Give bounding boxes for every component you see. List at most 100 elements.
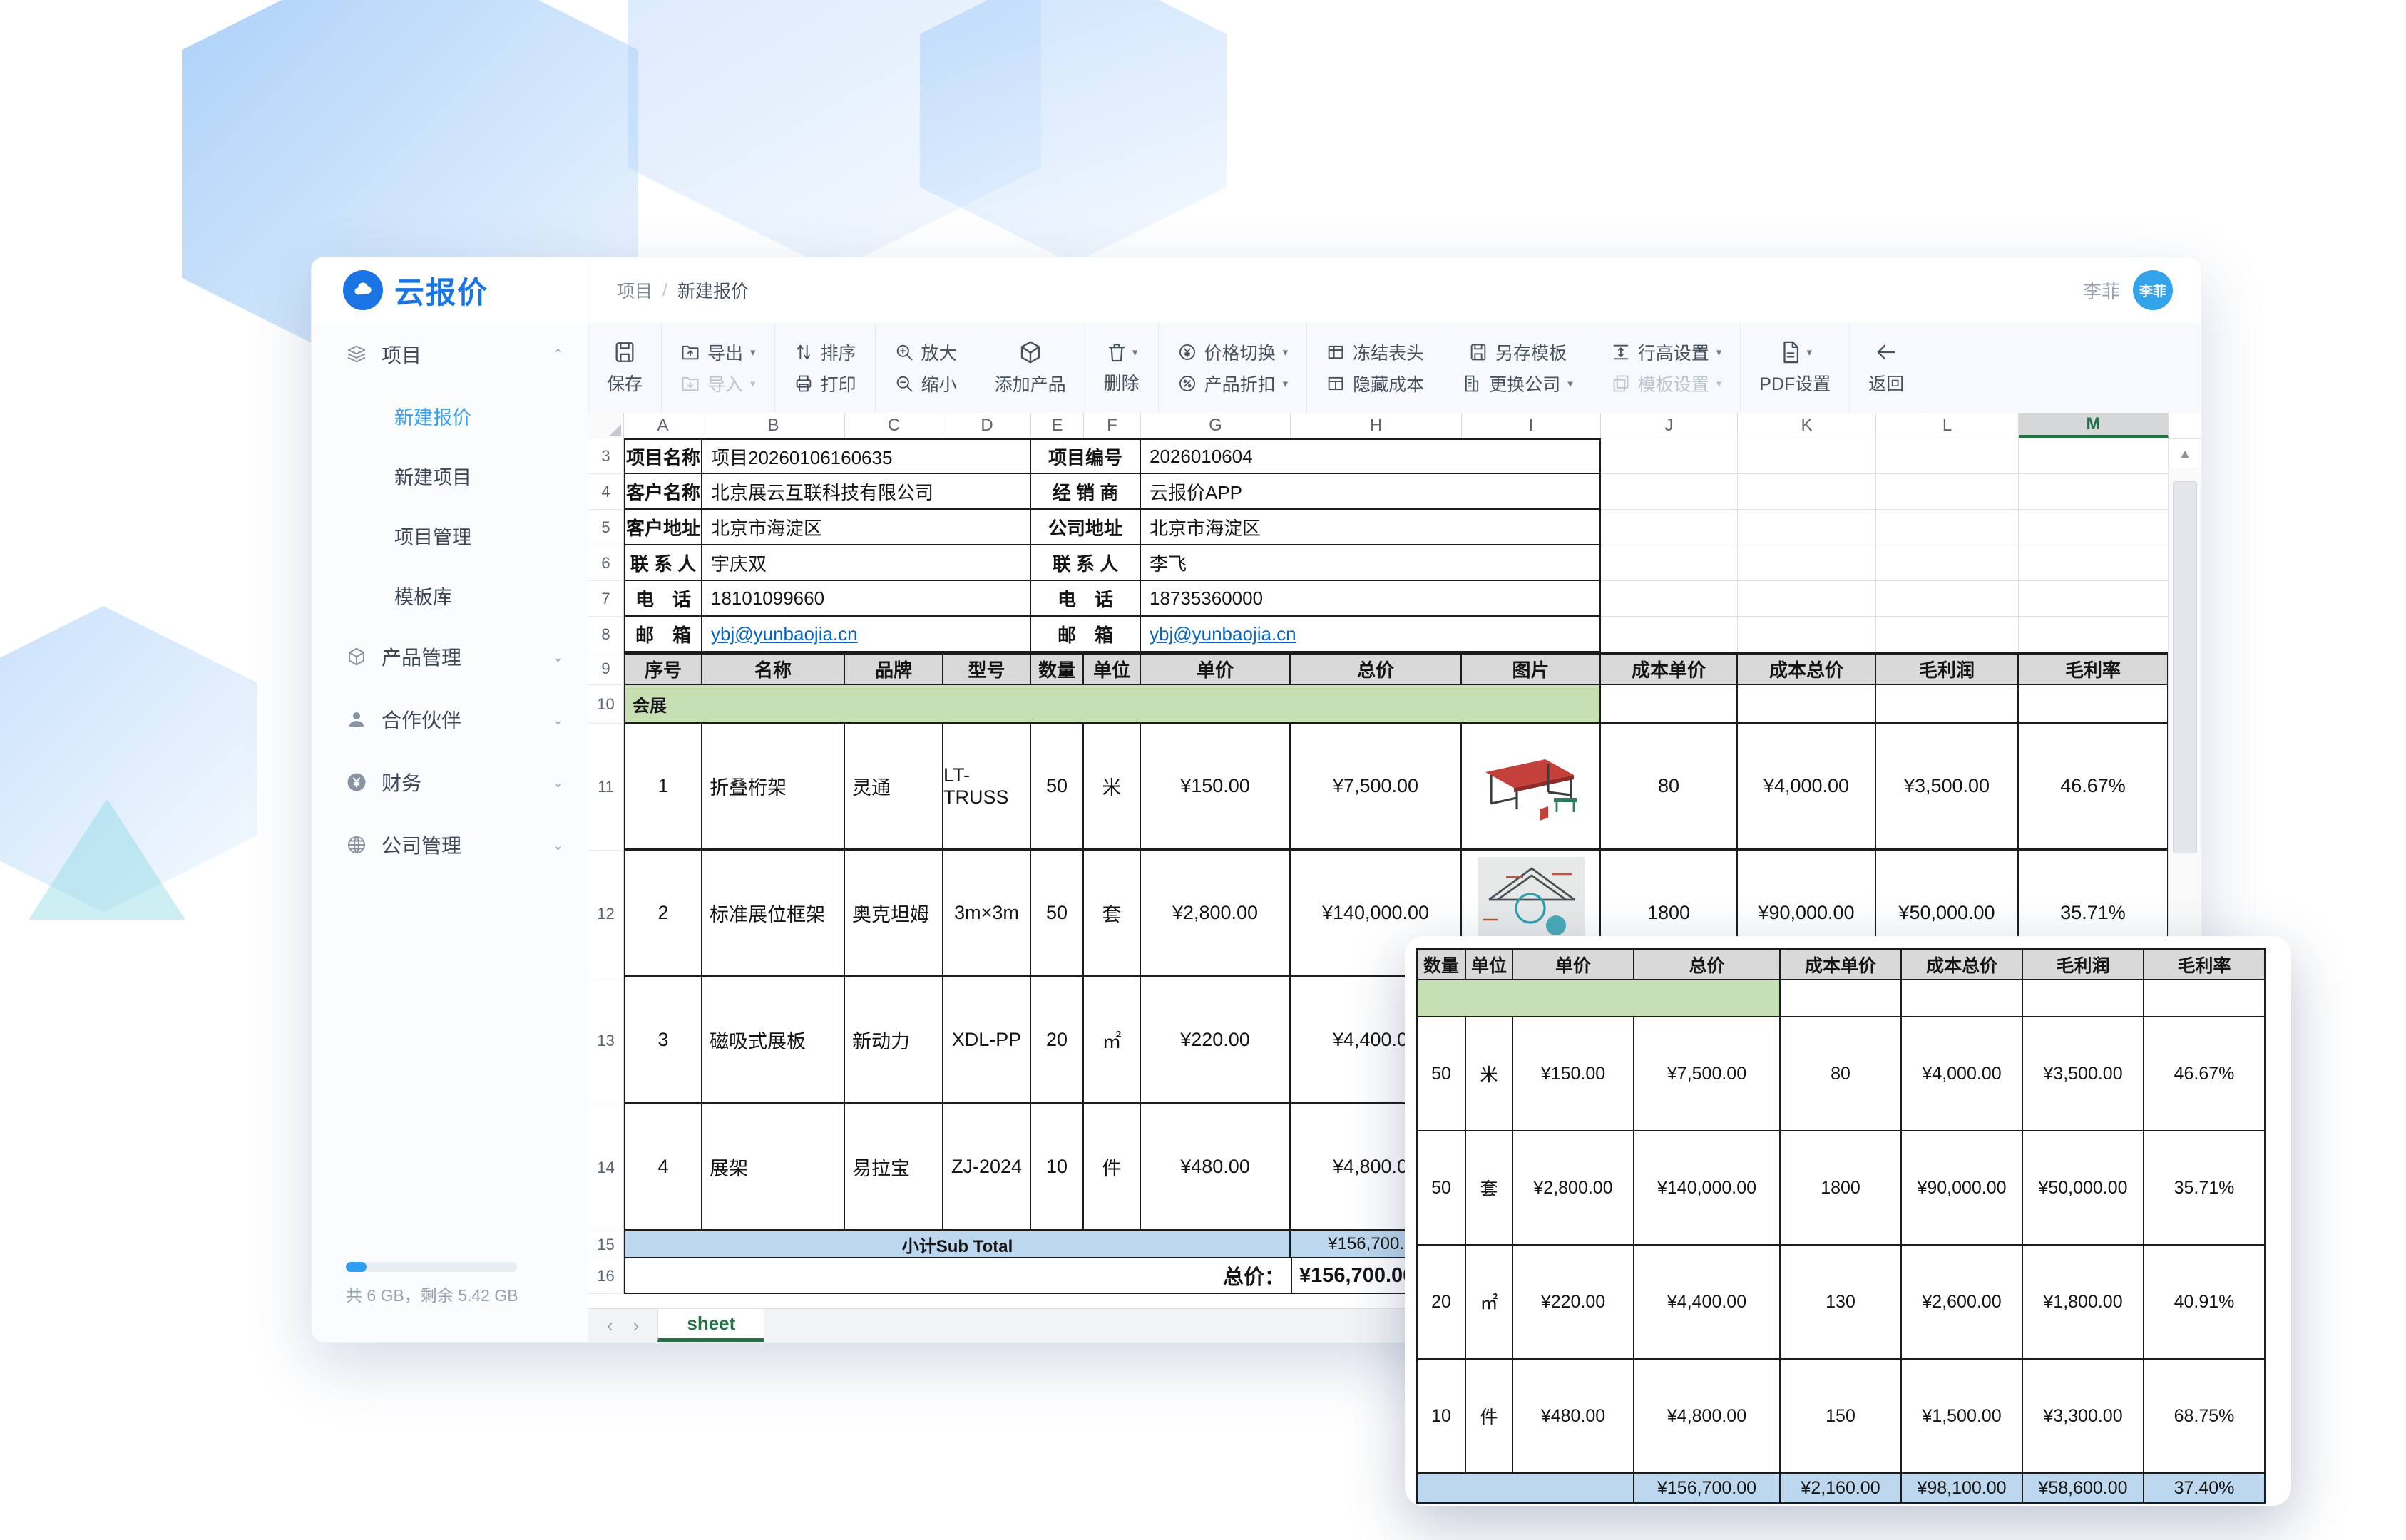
row-number[interactable]: 14 [588, 1104, 624, 1231]
cell-name[interactable]: 标准展位框架 [702, 851, 845, 977]
cell-model[interactable]: 3m×3m [943, 851, 1031, 977]
empty-cell[interactable] [1738, 438, 1876, 474]
row-number[interactable]: 9 [588, 652, 624, 685]
row-number[interactable]: 15 [588, 1231, 624, 1258]
toolbar-button-保存[interactable]: 保存 [607, 340, 643, 396]
row-number[interactable]: 16 [588, 1258, 624, 1294]
info-value[interactable]: 北京展云互联科技有限公司 [702, 474, 1031, 510]
row-number[interactable]: 13 [588, 977, 624, 1104]
toolbar-button-产品折扣[interactable]: 产品折扣 ▾ [1177, 371, 1288, 396]
table-header-图片[interactable]: 图片 [1462, 652, 1601, 685]
empty-cell[interactable] [1876, 617, 2019, 652]
cell-total[interactable]: ¥7,500.00 [1291, 724, 1462, 851]
cell-qty[interactable]: 10 [1031, 1104, 1084, 1231]
cell-profit[interactable]: ¥3,500.00 [1876, 724, 2019, 851]
toolbar-button-添加产品[interactable]: 添加产品 [995, 339, 1066, 396]
cell-model[interactable]: ZJ-2024 [943, 1104, 1031, 1231]
column-header-M[interactable]: M [2019, 413, 2169, 438]
info-value[interactable]: 2026010604 [1141, 438, 1601, 474]
toolbar-button-另存模板[interactable]: 另存模板 [1468, 339, 1567, 365]
cell-qty[interactable]: 50 [1031, 724, 1084, 851]
column-header-A[interactable]: A [624, 413, 702, 438]
column-header-J[interactable]: J [1601, 413, 1738, 438]
email-link[interactable]: ybj@yunbaojia.cn [711, 622, 858, 645]
cell-price[interactable]: ¥220.00 [1141, 977, 1291, 1104]
row-number[interactable]: 4 [588, 474, 624, 510]
toolbar-button-更换公司[interactable]: 更换公司 ▾ [1462, 371, 1573, 396]
cell-unit[interactable]: 件 [1084, 1104, 1141, 1231]
prev-sheet-icon[interactable]: ‹ [607, 1314, 613, 1336]
toolbar-button-导出[interactable]: 导出 ▾ [680, 339, 756, 365]
info-value[interactable]: 18735360000 [1141, 581, 1601, 617]
email-link[interactable]: ybj@yunbaojia.cn [1150, 622, 1296, 645]
scroll-up-icon[interactable]: ▲ [2169, 438, 2201, 468]
sidebar-section-项目[interactable]: 项目 ⌃ [312, 323, 588, 386]
info-value[interactable]: 李飞 [1141, 545, 1601, 581]
toolbar-button-排序[interactable]: 排序 [794, 339, 856, 365]
empty-cell[interactable] [1876, 474, 2019, 510]
info-value[interactable]: 北京市海淀区 [702, 510, 1031, 545]
sidebar-item-模板库[interactable]: 模板库 [394, 586, 452, 608]
cell-no[interactable]: 2 [624, 851, 702, 977]
empty-cell[interactable] [1738, 510, 1876, 545]
cell-cost-total[interactable]: ¥4,000.00 [1738, 724, 1876, 851]
empty-cell[interactable] [1601, 617, 1738, 652]
table-header-序号[interactable]: 序号 [624, 652, 702, 685]
row-number[interactable]: 10 [588, 685, 624, 724]
sidebar-section-产品管理[interactable]: 产品管理 ⌄ [312, 625, 588, 688]
column-header-L[interactable]: L [1876, 413, 2019, 438]
table-header-型号[interactable]: 型号 [943, 652, 1031, 685]
sheet-tab[interactable]: sheet [657, 1309, 765, 1342]
cell-no[interactable]: 4 [624, 1104, 702, 1231]
toolbar-button-隐藏成本[interactable]: 隐藏成本 [1326, 371, 1424, 396]
table-header-品牌[interactable]: 品牌 [845, 652, 943, 685]
empty-cell[interactable] [2019, 438, 2169, 474]
toolbar-button-PDF设置[interactable]: ▾ PDF设置 [1759, 340, 1831, 396]
cell-brand[interactable]: 奥克坦姆 [845, 851, 943, 977]
table-header-毛利润[interactable]: 毛利润 [1876, 652, 2019, 685]
table-header-数量[interactable]: 数量 [1031, 652, 1084, 685]
empty-cell[interactable] [1601, 438, 1738, 474]
empty-cell[interactable] [1738, 474, 1876, 510]
row-number[interactable]: 11 [588, 724, 624, 851]
column-header-H[interactable]: H [1291, 413, 1462, 438]
cell-name[interactable]: 展架 [702, 1104, 845, 1231]
cell-margin[interactable]: 46.67% [2019, 724, 2169, 851]
column-header-D[interactable]: D [943, 413, 1031, 438]
column-header-K[interactable]: K [1738, 413, 1876, 438]
select-all-cell[interactable] [588, 413, 624, 438]
cell-unit[interactable]: 米 [1084, 724, 1141, 851]
info-value[interactable]: 宇庆双 [702, 545, 1031, 581]
empty-cell[interactable] [2019, 545, 2169, 581]
table-header-单价[interactable]: 单价 [1141, 652, 1291, 685]
table-header-成本总价[interactable]: 成本总价 [1738, 652, 1876, 685]
empty-cell[interactable] [2019, 685, 2169, 724]
column-header-I[interactable]: I [1462, 413, 1601, 438]
sidebar-item-新建项目[interactable]: 新建项目 [394, 466, 471, 488]
next-sheet-icon[interactable]: › [633, 1314, 640, 1336]
cell-unit[interactable]: ㎡ [1084, 977, 1141, 1104]
row-number[interactable]: 6 [588, 545, 624, 581]
row-number[interactable]: 5 [588, 510, 624, 545]
row-number[interactable]: 8 [588, 617, 624, 652]
breadcrumb-section[interactable]: 项目 [617, 282, 653, 302]
info-value[interactable]: ybj@yunbaojia.cn [702, 617, 1031, 652]
empty-cell[interactable] [1738, 685, 1876, 724]
cell-no[interactable]: 3 [624, 977, 702, 1104]
empty-cell[interactable] [1738, 617, 1876, 652]
avatar[interactable]: 李菲 [2133, 270, 2173, 310]
empty-cell[interactable] [1738, 545, 1876, 581]
sidebar-section-公司管理[interactable]: 公司管理 ⌄ [312, 813, 588, 876]
info-value[interactable]: 北京市海淀区 [1141, 510, 1601, 545]
empty-cell[interactable] [1601, 581, 1738, 617]
sidebar-section-合作伙伴[interactable]: 合作伙伴 ⌄ [312, 688, 588, 751]
user-area[interactable]: 李菲 李菲 [2083, 257, 2173, 323]
empty-cell[interactable] [2019, 617, 2169, 652]
sidebar-item-新建报价[interactable]: 新建报价 [394, 406, 471, 428]
cell-qty[interactable]: 50 [1031, 851, 1084, 977]
empty-cell[interactable] [1876, 545, 2019, 581]
empty-cell[interactable] [2019, 474, 2169, 510]
toolbar-button-行高设置[interactable]: 行高设置 ▾ [1611, 339, 1721, 365]
empty-cell[interactable] [1601, 545, 1738, 581]
cell-price[interactable]: ¥2,800.00 [1141, 851, 1291, 977]
